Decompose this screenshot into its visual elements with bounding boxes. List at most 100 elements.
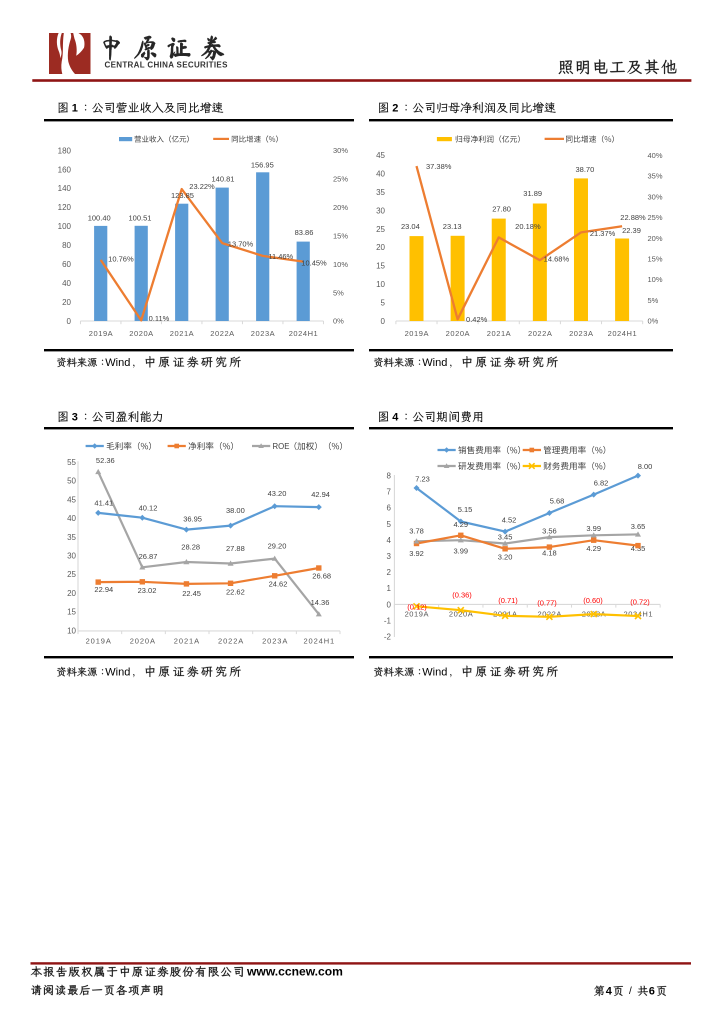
svg-text:140: 140	[58, 184, 72, 193]
svg-text:3.92: 3.92	[409, 549, 424, 558]
svg-text:0: 0	[387, 600, 392, 609]
svg-text:2019A: 2019A	[405, 610, 429, 619]
svg-text:7: 7	[387, 488, 392, 497]
svg-text:11.46%: 11.46%	[268, 252, 293, 261]
svg-text:Wind: Wind	[422, 357, 447, 369]
svg-text:2023A: 2023A	[262, 637, 288, 646]
svg-text:36.95: 36.95	[183, 515, 202, 524]
svg-text:23.22%: 23.22%	[189, 182, 215, 191]
svg-text:21.37%: 21.37%	[590, 229, 616, 238]
svg-text:20: 20	[376, 243, 385, 252]
svg-text:15%: 15%	[333, 231, 348, 240]
svg-text:2021A: 2021A	[170, 329, 194, 338]
svg-text:7.23: 7.23	[415, 475, 430, 484]
svg-text:26.68: 26.68	[312, 572, 331, 581]
svg-text:/: /	[629, 986, 632, 997]
svg-text:5: 5	[381, 298, 386, 307]
svg-text:2022A: 2022A	[528, 329, 552, 338]
svg-text:15%: 15%	[648, 255, 663, 264]
svg-text:Wind: Wind	[105, 357, 130, 369]
svg-text:2024H1: 2024H1	[289, 329, 319, 338]
svg-text:8: 8	[387, 472, 392, 481]
svg-text:15: 15	[67, 608, 76, 617]
svg-text:2019A: 2019A	[89, 329, 113, 338]
svg-text:4.18: 4.18	[542, 549, 557, 558]
svg-text:10%: 10%	[333, 260, 348, 269]
svg-text:30: 30	[67, 552, 76, 561]
svg-text:40: 40	[376, 170, 385, 179]
svg-text:3.99: 3.99	[453, 547, 468, 556]
svg-text:3.65: 3.65	[631, 522, 646, 531]
svg-text:2021A: 2021A	[174, 637, 200, 646]
svg-text:5%: 5%	[648, 296, 659, 305]
svg-text:83.86: 83.86	[295, 228, 314, 237]
svg-text:22.88%: 22.88%	[620, 213, 646, 222]
svg-text:(0.60): (0.60)	[583, 596, 603, 605]
svg-text:42.94: 42.94	[311, 490, 330, 499]
svg-text:2021A: 2021A	[487, 329, 511, 338]
svg-text:37.38%: 37.38%	[426, 162, 452, 171]
svg-text:35: 35	[376, 188, 385, 197]
svg-text:40.12: 40.12	[139, 503, 158, 512]
svg-text:3.99: 3.99	[586, 524, 601, 533]
svg-text:10: 10	[376, 280, 385, 289]
svg-text:30%: 30%	[648, 192, 663, 201]
svg-text:140.81: 140.81	[212, 174, 235, 183]
svg-text:40: 40	[62, 279, 71, 288]
svg-text:2020A: 2020A	[130, 637, 156, 646]
svg-text:CENTRAL CHINA SECURITIES: CENTRAL CHINA SECURITIES	[105, 61, 229, 70]
svg-text:0%: 0%	[333, 317, 344, 326]
svg-text:0: 0	[381, 317, 386, 326]
svg-text:156.95: 156.95	[251, 160, 274, 169]
svg-text:20.18%: 20.18%	[515, 222, 541, 231]
svg-text:25%: 25%	[333, 175, 348, 184]
svg-text:27.88: 27.88	[226, 544, 245, 553]
svg-text:5.15: 5.15	[458, 505, 473, 514]
svg-text:45: 45	[67, 495, 76, 504]
svg-text:ROE: ROE	[273, 442, 290, 451]
svg-text:5.68: 5.68	[550, 497, 565, 506]
svg-text:0%: 0%	[648, 317, 659, 326]
svg-text:2024H1: 2024H1	[608, 329, 638, 338]
svg-text:160: 160	[58, 165, 72, 174]
svg-text:22.94: 22.94	[94, 585, 113, 594]
svg-text:27.80: 27.80	[492, 205, 511, 214]
svg-text:1: 1	[387, 584, 392, 593]
svg-text:60: 60	[62, 260, 71, 269]
svg-text:0: 0	[67, 317, 72, 326]
svg-text:4: 4	[387, 536, 392, 545]
svg-text:www.ccnew.com: www.ccnew.com	[246, 965, 343, 979]
svg-text:4.29: 4.29	[586, 544, 601, 553]
svg-text:-1: -1	[384, 616, 392, 625]
svg-text:4.29: 4.29	[453, 520, 468, 529]
svg-text:2022A: 2022A	[210, 329, 234, 338]
svg-text:0.11%: 0.11%	[149, 314, 170, 323]
svg-text:3: 3	[72, 411, 78, 423]
svg-text:15: 15	[376, 262, 385, 271]
svg-text:10.76%: 10.76%	[108, 255, 134, 264]
svg-text:2: 2	[392, 102, 398, 114]
svg-text:2022A: 2022A	[218, 637, 244, 646]
svg-text:55: 55	[67, 458, 76, 467]
svg-text:41.41: 41.41	[94, 499, 113, 508]
svg-text:20%: 20%	[648, 234, 663, 243]
svg-text:40: 40	[67, 514, 76, 523]
svg-text:(0.77): (0.77)	[537, 599, 557, 608]
svg-text:22.62: 22.62	[226, 588, 245, 597]
svg-text:31.89: 31.89	[523, 189, 542, 198]
svg-text:35%: 35%	[648, 172, 663, 181]
svg-text:3: 3	[387, 552, 392, 561]
svg-text:4: 4	[392, 411, 399, 423]
svg-text:4.35: 4.35	[631, 544, 646, 553]
svg-text:20: 20	[62, 298, 71, 307]
svg-text:2024H1: 2024H1	[624, 610, 654, 619]
svg-text:-2: -2	[384, 633, 392, 642]
svg-text:20%: 20%	[333, 203, 348, 212]
svg-text:30: 30	[376, 206, 385, 215]
svg-text:3.20: 3.20	[498, 553, 513, 562]
svg-text:22.45: 22.45	[182, 589, 201, 598]
svg-text:23.02: 23.02	[138, 586, 157, 595]
svg-text:25%: 25%	[648, 213, 663, 222]
svg-text:38.00: 38.00	[226, 506, 245, 515]
svg-text:2: 2	[387, 568, 392, 577]
